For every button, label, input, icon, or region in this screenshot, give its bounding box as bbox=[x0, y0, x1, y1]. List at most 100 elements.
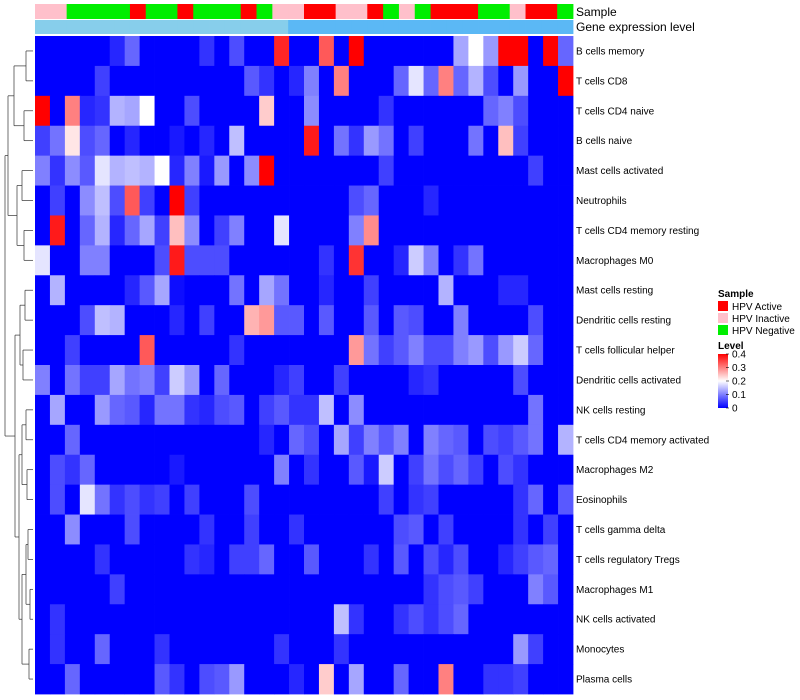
heatmap-cell bbox=[214, 335, 230, 366]
heatmap-cell bbox=[393, 95, 410, 127]
heatmap-cell bbox=[423, 155, 439, 186]
heatmap-cell bbox=[363, 394, 380, 426]
heatmap-cell bbox=[558, 335, 574, 366]
heatmap-cell bbox=[318, 95, 335, 127]
heatmap-cell bbox=[154, 604, 170, 635]
heatmap-cell bbox=[64, 95, 81, 127]
sample-annotation-cell bbox=[82, 4, 99, 19]
heatmap-cell bbox=[378, 394, 395, 426]
heatmap-cell bbox=[244, 634, 260, 665]
heatmap-cell bbox=[558, 95, 574, 127]
heatmap-cell bbox=[333, 65, 350, 97]
heatmap-cell bbox=[109, 634, 126, 665]
heatmap-cell bbox=[438, 245, 454, 276]
heatmap-cell bbox=[513, 394, 529, 426]
heatmap-cell bbox=[94, 335, 111, 366]
heatmap-cell bbox=[139, 155, 155, 186]
heatmap-cell bbox=[513, 664, 529, 695]
heatmap-cell bbox=[333, 664, 350, 695]
expression-annotation-cell bbox=[272, 20, 289, 34]
heatmap-cell bbox=[333, 394, 350, 426]
heatmap-cell bbox=[408, 424, 424, 456]
heatmap-cell bbox=[304, 95, 320, 127]
heatmap-cell bbox=[229, 574, 245, 605]
heatmap-cell bbox=[109, 36, 126, 67]
heatmap-cell bbox=[139, 245, 155, 276]
heatmap-cell bbox=[318, 365, 335, 396]
heatmap-cell bbox=[214, 514, 230, 545]
heatmap-cell bbox=[64, 394, 81, 426]
heatmap-cell bbox=[348, 484, 365, 515]
heatmap-cell bbox=[169, 574, 185, 605]
heatmap-cell bbox=[79, 484, 96, 515]
heatmap-cell bbox=[154, 424, 170, 456]
heatmap-cell bbox=[154, 245, 170, 276]
heatmap-cell bbox=[438, 65, 454, 97]
heatmap-cell bbox=[378, 514, 395, 545]
heatmap-cell bbox=[184, 215, 200, 246]
heatmap-cell bbox=[333, 335, 350, 366]
heatmap-cell bbox=[348, 394, 365, 426]
heatmap-cell bbox=[214, 484, 230, 515]
heatmap-cell bbox=[94, 155, 111, 186]
heatmap-cell bbox=[453, 454, 469, 486]
row-label: Mast cells resting bbox=[576, 286, 653, 297]
heatmap-cell bbox=[363, 275, 380, 306]
heatmap-cell bbox=[333, 484, 350, 515]
heatmap-cell bbox=[318, 65, 335, 97]
heatmap-cell bbox=[184, 664, 200, 695]
heatmap-cell bbox=[453, 544, 469, 575]
sample-annotation-cell bbox=[98, 4, 115, 19]
heatmap-cell bbox=[318, 394, 335, 426]
heatmap-cell bbox=[244, 365, 260, 396]
heatmap-cell bbox=[124, 36, 141, 67]
heatmap-cell bbox=[393, 155, 410, 186]
heatmap-cell bbox=[363, 245, 380, 276]
heatmap-cell bbox=[229, 215, 245, 246]
expression-annotation-cell bbox=[240, 20, 257, 34]
heatmap-cell bbox=[453, 365, 469, 396]
heatmap-cell bbox=[378, 36, 395, 67]
expression-annotation-cell bbox=[462, 20, 479, 34]
heatmap-cell bbox=[438, 424, 454, 456]
heatmap-cell bbox=[229, 335, 245, 366]
heatmap-cell bbox=[244, 245, 260, 276]
heatmap-cell bbox=[109, 335, 126, 366]
heatmap-cell bbox=[109, 544, 126, 575]
row-label: T cells CD4 naive bbox=[576, 106, 655, 117]
heatmap-cell bbox=[79, 454, 96, 486]
heatmap-cell bbox=[259, 125, 275, 157]
heatmap-cell bbox=[244, 95, 260, 127]
heatmap-cell bbox=[558, 365, 574, 396]
heatmap-cell bbox=[378, 574, 395, 605]
heatmap-cell bbox=[348, 155, 365, 186]
heatmap-cell bbox=[528, 65, 544, 97]
heatmap-cell bbox=[408, 155, 424, 186]
heatmap-cell bbox=[393, 514, 410, 545]
heatmap-cell bbox=[199, 574, 215, 605]
heatmap-cell bbox=[139, 305, 155, 336]
heatmap-cell bbox=[304, 36, 320, 67]
heatmap-cell bbox=[423, 454, 439, 486]
heatmap-cell bbox=[124, 664, 141, 695]
heatmap-cell bbox=[423, 365, 439, 396]
heatmap-cell bbox=[289, 514, 305, 545]
heatmap-cell bbox=[274, 664, 290, 695]
heatmap-cell bbox=[558, 424, 574, 456]
heatmap-cell bbox=[408, 394, 424, 426]
heatmap-cell bbox=[378, 245, 395, 276]
heatmap-cell bbox=[483, 155, 499, 186]
expression-annotation-cell bbox=[557, 20, 574, 34]
heatmap-cell bbox=[498, 365, 514, 396]
heatmap-cell bbox=[558, 454, 574, 486]
heatmap-cell bbox=[199, 335, 215, 366]
heatmap-cell bbox=[423, 275, 439, 306]
sample-annotation-cell bbox=[35, 4, 52, 19]
heatmap-cell bbox=[79, 335, 96, 366]
heatmap-cell bbox=[483, 454, 499, 486]
heatmap-cell bbox=[154, 544, 170, 575]
heatmap-cell bbox=[94, 574, 111, 605]
heatmap-cell bbox=[363, 634, 380, 665]
heatmap-cell bbox=[408, 365, 424, 396]
heatmap-cell bbox=[169, 514, 185, 545]
